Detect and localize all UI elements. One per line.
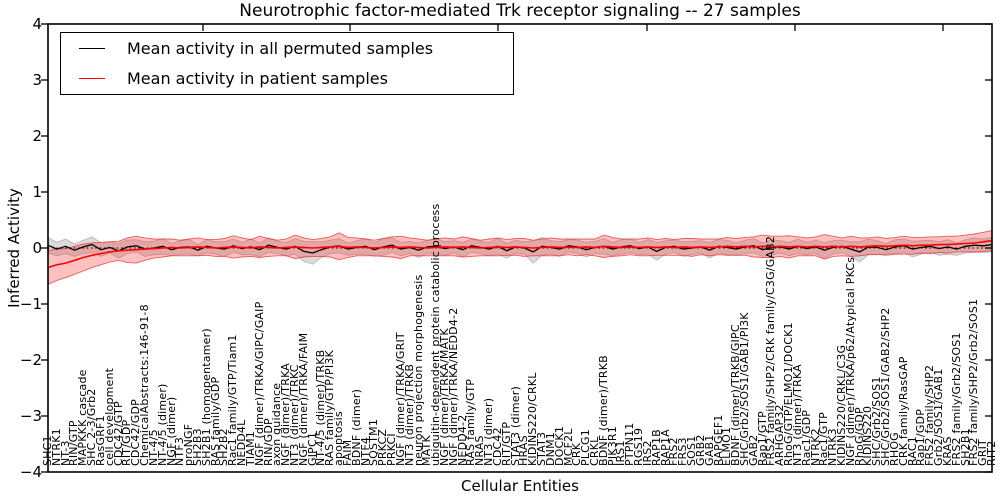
y-tick-label: −3 <box>19 407 42 425</box>
legend: Mean activity in all permuted samples Me… <box>60 32 514 95</box>
legend-entry-patient: Mean activity in patient samples <box>61 64 513 94</box>
y-tick-label: −4 <box>19 463 42 481</box>
black-line-swatch <box>79 47 105 49</box>
y-tick-label: 4 <box>32 15 42 33</box>
legend-entry-permuted: Mean activity in all permuted samples <box>61 33 513 63</box>
y-tick-label: 3 <box>32 71 42 89</box>
red-line-swatch <box>79 78 105 80</box>
y-tick-label: 1 <box>32 183 42 201</box>
y-tick-label: 2 <box>32 127 42 145</box>
x-axis-label: Cellular Entities <box>461 477 579 495</box>
chart-title: Neurotrophic factor-mediated Trk recepto… <box>239 1 801 21</box>
y-tick-label: −2 <box>19 351 42 369</box>
legend-label: Mean activity in patient samples <box>127 69 388 89</box>
x-tick-label: RIT2 <box>985 440 998 466</box>
legend-label: Mean activity in all permuted samples <box>127 38 434 58</box>
y-tick-label: 0 <box>32 239 42 257</box>
y-tick-label: −1 <box>19 295 42 313</box>
